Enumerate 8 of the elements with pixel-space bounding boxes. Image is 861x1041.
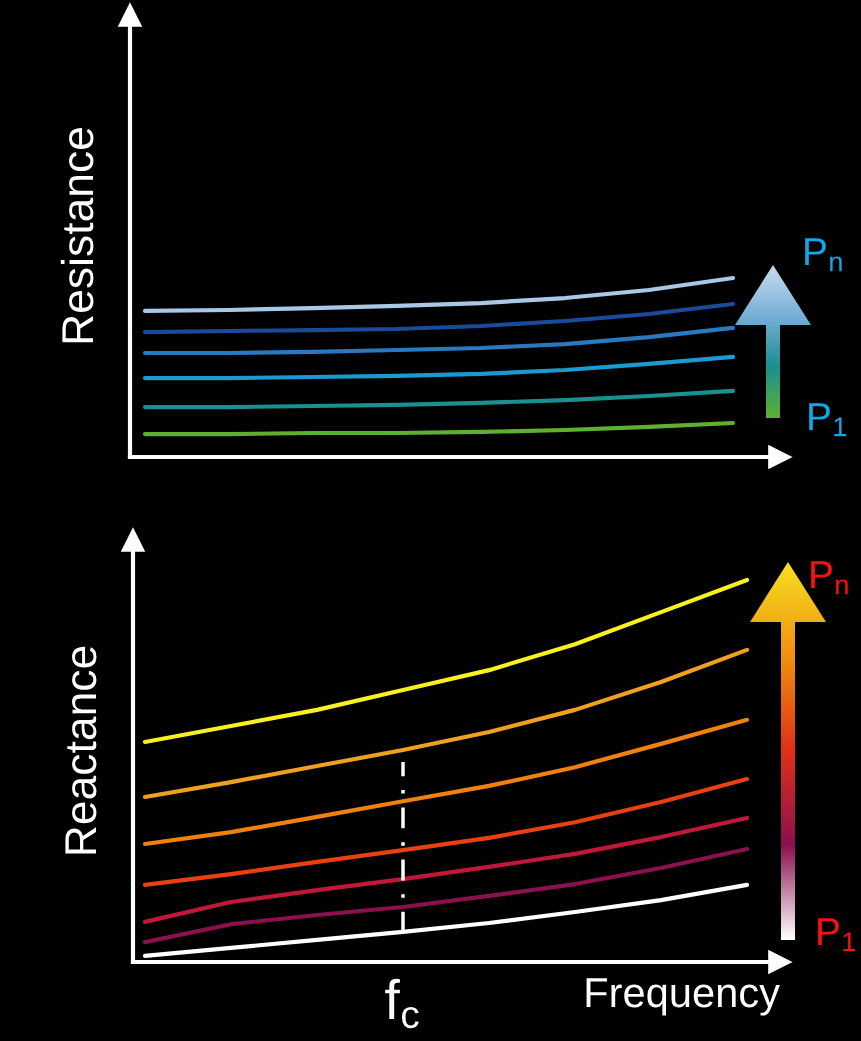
x-axis-title: Frequency [586,978,780,1016]
y-axis-title: Resistance [60,128,94,343]
text: P$_{1}$ [818,918,856,952]
text: P$_{n}$ [811,561,848,595]
text: f$_{c}$ [385,978,419,1029]
text: P$_{n}$ [805,238,842,272]
text: P$_{1}$ [809,403,847,437]
y-axis-title: Reactance [65,646,97,854]
